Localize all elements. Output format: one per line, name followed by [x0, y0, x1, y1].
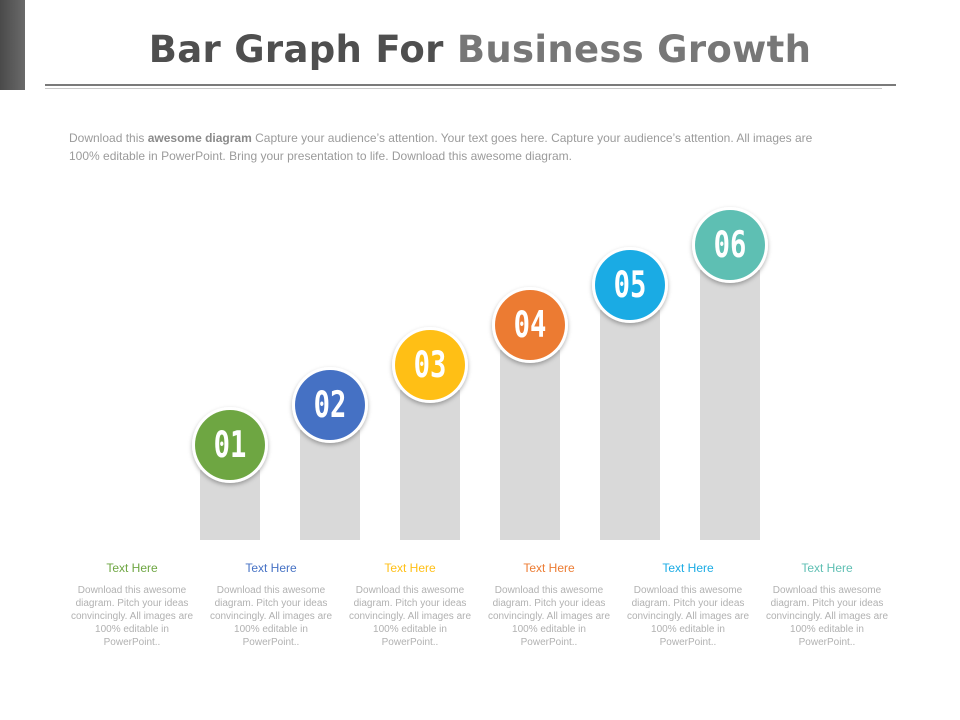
- intro-text: Download this awesome diagram Capture yo…: [69, 129, 829, 165]
- label-description: Download this awesome diagram. Pitch you…: [70, 585, 194, 648]
- label-title: Text Here: [523, 561, 575, 575]
- corner-decoration: [0, 0, 25, 90]
- badge-04: [495, 290, 565, 360]
- title-rule: [45, 84, 896, 86]
- title-rule-thin: [45, 88, 882, 89]
- badge-03: [395, 330, 465, 400]
- title-part-1: Bar Graph For: [148, 28, 444, 71]
- label-description: Download this awesome diagram. Pitch you…: [209, 585, 333, 648]
- label-title: Text Here: [662, 561, 714, 575]
- badge-02: [295, 370, 365, 440]
- badge-label-06: 06: [714, 223, 747, 266]
- intro-lead: Download this: [69, 131, 148, 145]
- badge-06: [695, 210, 765, 280]
- label-block-6: Text Here Download this awesome diagram. …: [762, 560, 892, 649]
- label-block-2: Text Here Download this awesome diagram. …: [206, 560, 336, 649]
- label-title: Text Here: [384, 561, 436, 575]
- label-title: Text Here: [245, 561, 297, 575]
- badge-label-01: 01: [214, 423, 247, 466]
- label-description: Download this awesome diagram. Pitch you…: [348, 585, 472, 648]
- label-description: Download this awesome diagram. Pitch you…: [626, 585, 750, 648]
- bar-05: [600, 310, 660, 540]
- badge-01: [195, 410, 265, 480]
- label-description: Download this awesome diagram. Pitch you…: [487, 585, 611, 648]
- bar-06: [700, 270, 760, 540]
- bar-04: [500, 350, 560, 540]
- label-block-5: Text Here Download this awesome diagram. …: [623, 560, 753, 649]
- badge-05: [595, 250, 665, 320]
- bar-02: [300, 430, 360, 540]
- label-block-4: Text Here Download this awesome diagram. …: [484, 560, 614, 649]
- badge-label-04: 04: [514, 303, 547, 346]
- badge-label-03: 03: [414, 343, 447, 386]
- badge-label-02: 02: [314, 383, 347, 426]
- intro-rest: Capture your audience’s attention. Your …: [69, 131, 813, 163]
- bar-03: [400, 390, 460, 540]
- page-title: Bar Graph For Business Growth: [0, 28, 960, 71]
- badge-label-05: 05: [614, 263, 647, 306]
- title-part-2: Business Growth: [456, 28, 812, 71]
- label-title: Text Here: [106, 561, 158, 575]
- label-title: Text Here: [801, 561, 853, 575]
- intro-strong: awesome diagram: [147, 131, 252, 145]
- label-description: Download this awesome diagram. Pitch you…: [765, 585, 889, 648]
- label-block-3: Text Here Download this awesome diagram. …: [345, 560, 475, 649]
- label-block-1: Text Here Download this awesome diagram. …: [67, 560, 197, 649]
